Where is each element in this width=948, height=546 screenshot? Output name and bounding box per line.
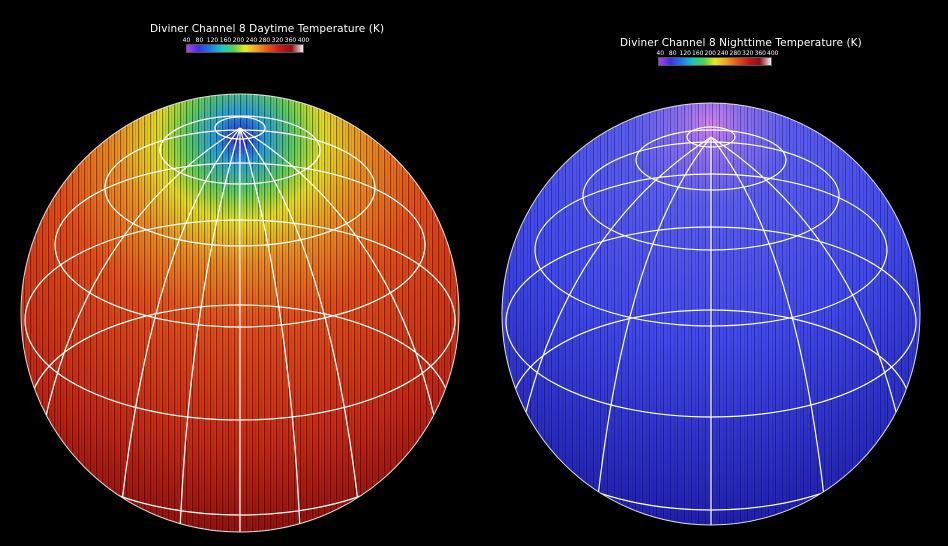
colorbar-tick-label: 160: [692, 50, 704, 57]
colorbar-tick-label: 360: [284, 37, 297, 44]
colorbar-tick-label: 200: [232, 37, 245, 44]
nighttime-colorbar: [658, 57, 772, 66]
colorbar-tick-label: 120: [206, 37, 219, 44]
nighttime-title: Diviner Channel 8 Nighttime Temperature …: [620, 37, 862, 49]
colorbar-tick-label: 80: [195, 37, 204, 44]
colorbar-tick-label: 240: [245, 37, 258, 44]
daytime-colorbar-ticks: 40 80 120 160 200 240 280 320 360 400: [180, 37, 310, 44]
colorbar-tick-label: 400: [767, 50, 779, 57]
colorbar-tick-label: 360: [754, 50, 766, 57]
colorbar-tick-label: 160: [219, 37, 232, 44]
nighttime-temperature-panel: Diviner Channel 8 Nighttime Temperature …: [474, 0, 948, 546]
daytime-colorbar: [186, 44, 304, 53]
colorbar-tick-label: 40: [182, 37, 191, 44]
colorbar-tick-label: 240: [717, 50, 729, 57]
colorbar-tick-label: 40: [656, 50, 665, 57]
colorbar-tick-label: 320: [742, 50, 754, 57]
daytime-temperature-panel: Diviner Channel 8 Daytime Temperature (K…: [20, 23, 460, 533]
colorbar-tick-label: 80: [668, 50, 677, 57]
colorbar-tick-label: 400: [297, 37, 310, 44]
daytime-moon-globe: [20, 93, 460, 533]
colorbar-tick-label: 320: [271, 37, 284, 44]
nighttime-moon-globe: [501, 102, 921, 526]
colorbar-tick-label: 280: [729, 50, 741, 57]
colorbar-tick-label: 280: [258, 37, 271, 44]
daytime-title: Diviner Channel 8 Daytime Temperature (K…: [150, 23, 385, 35]
colorbar-tick-label: 200: [704, 50, 716, 57]
colorbar-tick-label: 120: [679, 50, 691, 57]
daytime-graticule: [24, 115, 456, 532]
nighttime-colorbar-ticks: 40 80 120160200240280320360400: [654, 50, 779, 57]
